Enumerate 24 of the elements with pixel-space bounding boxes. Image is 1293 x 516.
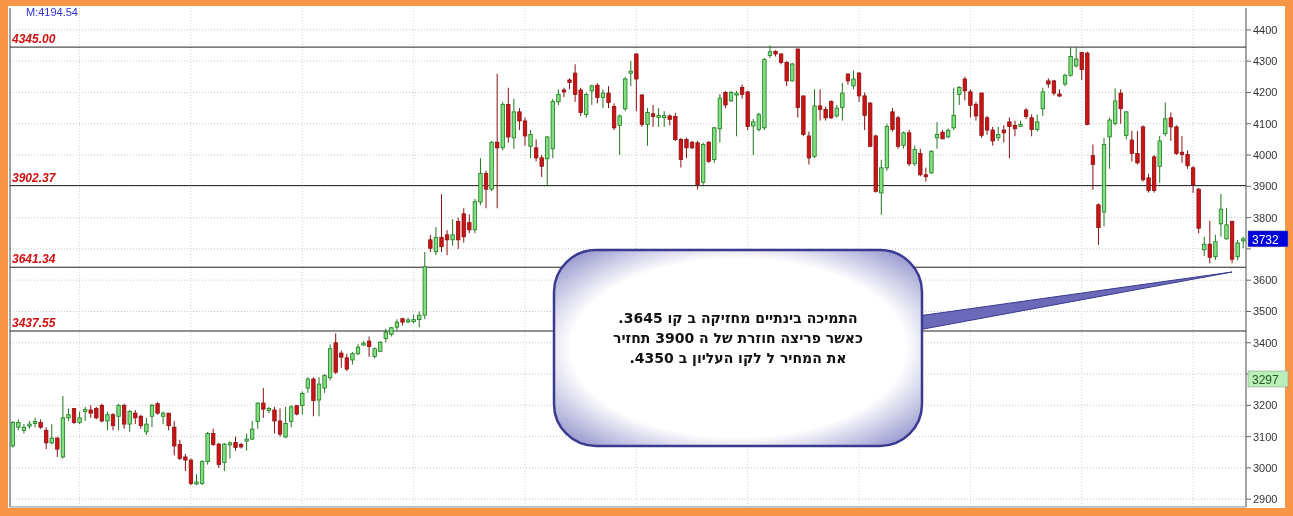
y-tick-label: 3400 — [1253, 336, 1278, 349]
y-tick-label: 3800 — [1253, 211, 1278, 224]
y-tick-label: 3500 — [1253, 305, 1278, 318]
y-tick-label: 3600 — [1253, 274, 1278, 287]
ref-line-label: 3902.37 — [12, 170, 57, 185]
y-tick-label: 4300 — [1253, 55, 1278, 68]
y-tick-label: 3200 — [1253, 399, 1278, 412]
y-tick-label: 2900 — [1253, 493, 1278, 506]
y-tick-label: 4400 — [1253, 23, 1278, 36]
y-tick-label: 4100 — [1253, 117, 1278, 130]
ref-line-label: 3437.55 — [12, 316, 56, 330]
y-tick-label: 3100 — [1253, 430, 1278, 443]
ref-line-label: 3641.34 — [12, 252, 56, 267]
annotation: M:4194.54 — [26, 6, 78, 18]
axis-value-label: 3297 — [1247, 370, 1289, 388]
y-tick-label: 4000 — [1253, 149, 1278, 162]
ref-line: 4345.00 — [9, 32, 1247, 48]
ref-line: 3902.37 — [9, 170, 1247, 187]
ref-line-label: 4345.00 — [11, 32, 56, 47]
y-tick-label: 3900 — [1253, 180, 1278, 193]
axis-value-label: 3732 — [1247, 230, 1289, 248]
y-tick-label: 4200 — [1253, 86, 1278, 99]
annotation: התמיכה בינתיים מחזיקה ב קו 3645. כאשר פריצה חוזרת של ה 3900 תחזיר את המחיר ל לקו העליון ב 4350. — [613, 310, 863, 366]
y-tick-label: 3000 — [1253, 461, 1278, 474]
